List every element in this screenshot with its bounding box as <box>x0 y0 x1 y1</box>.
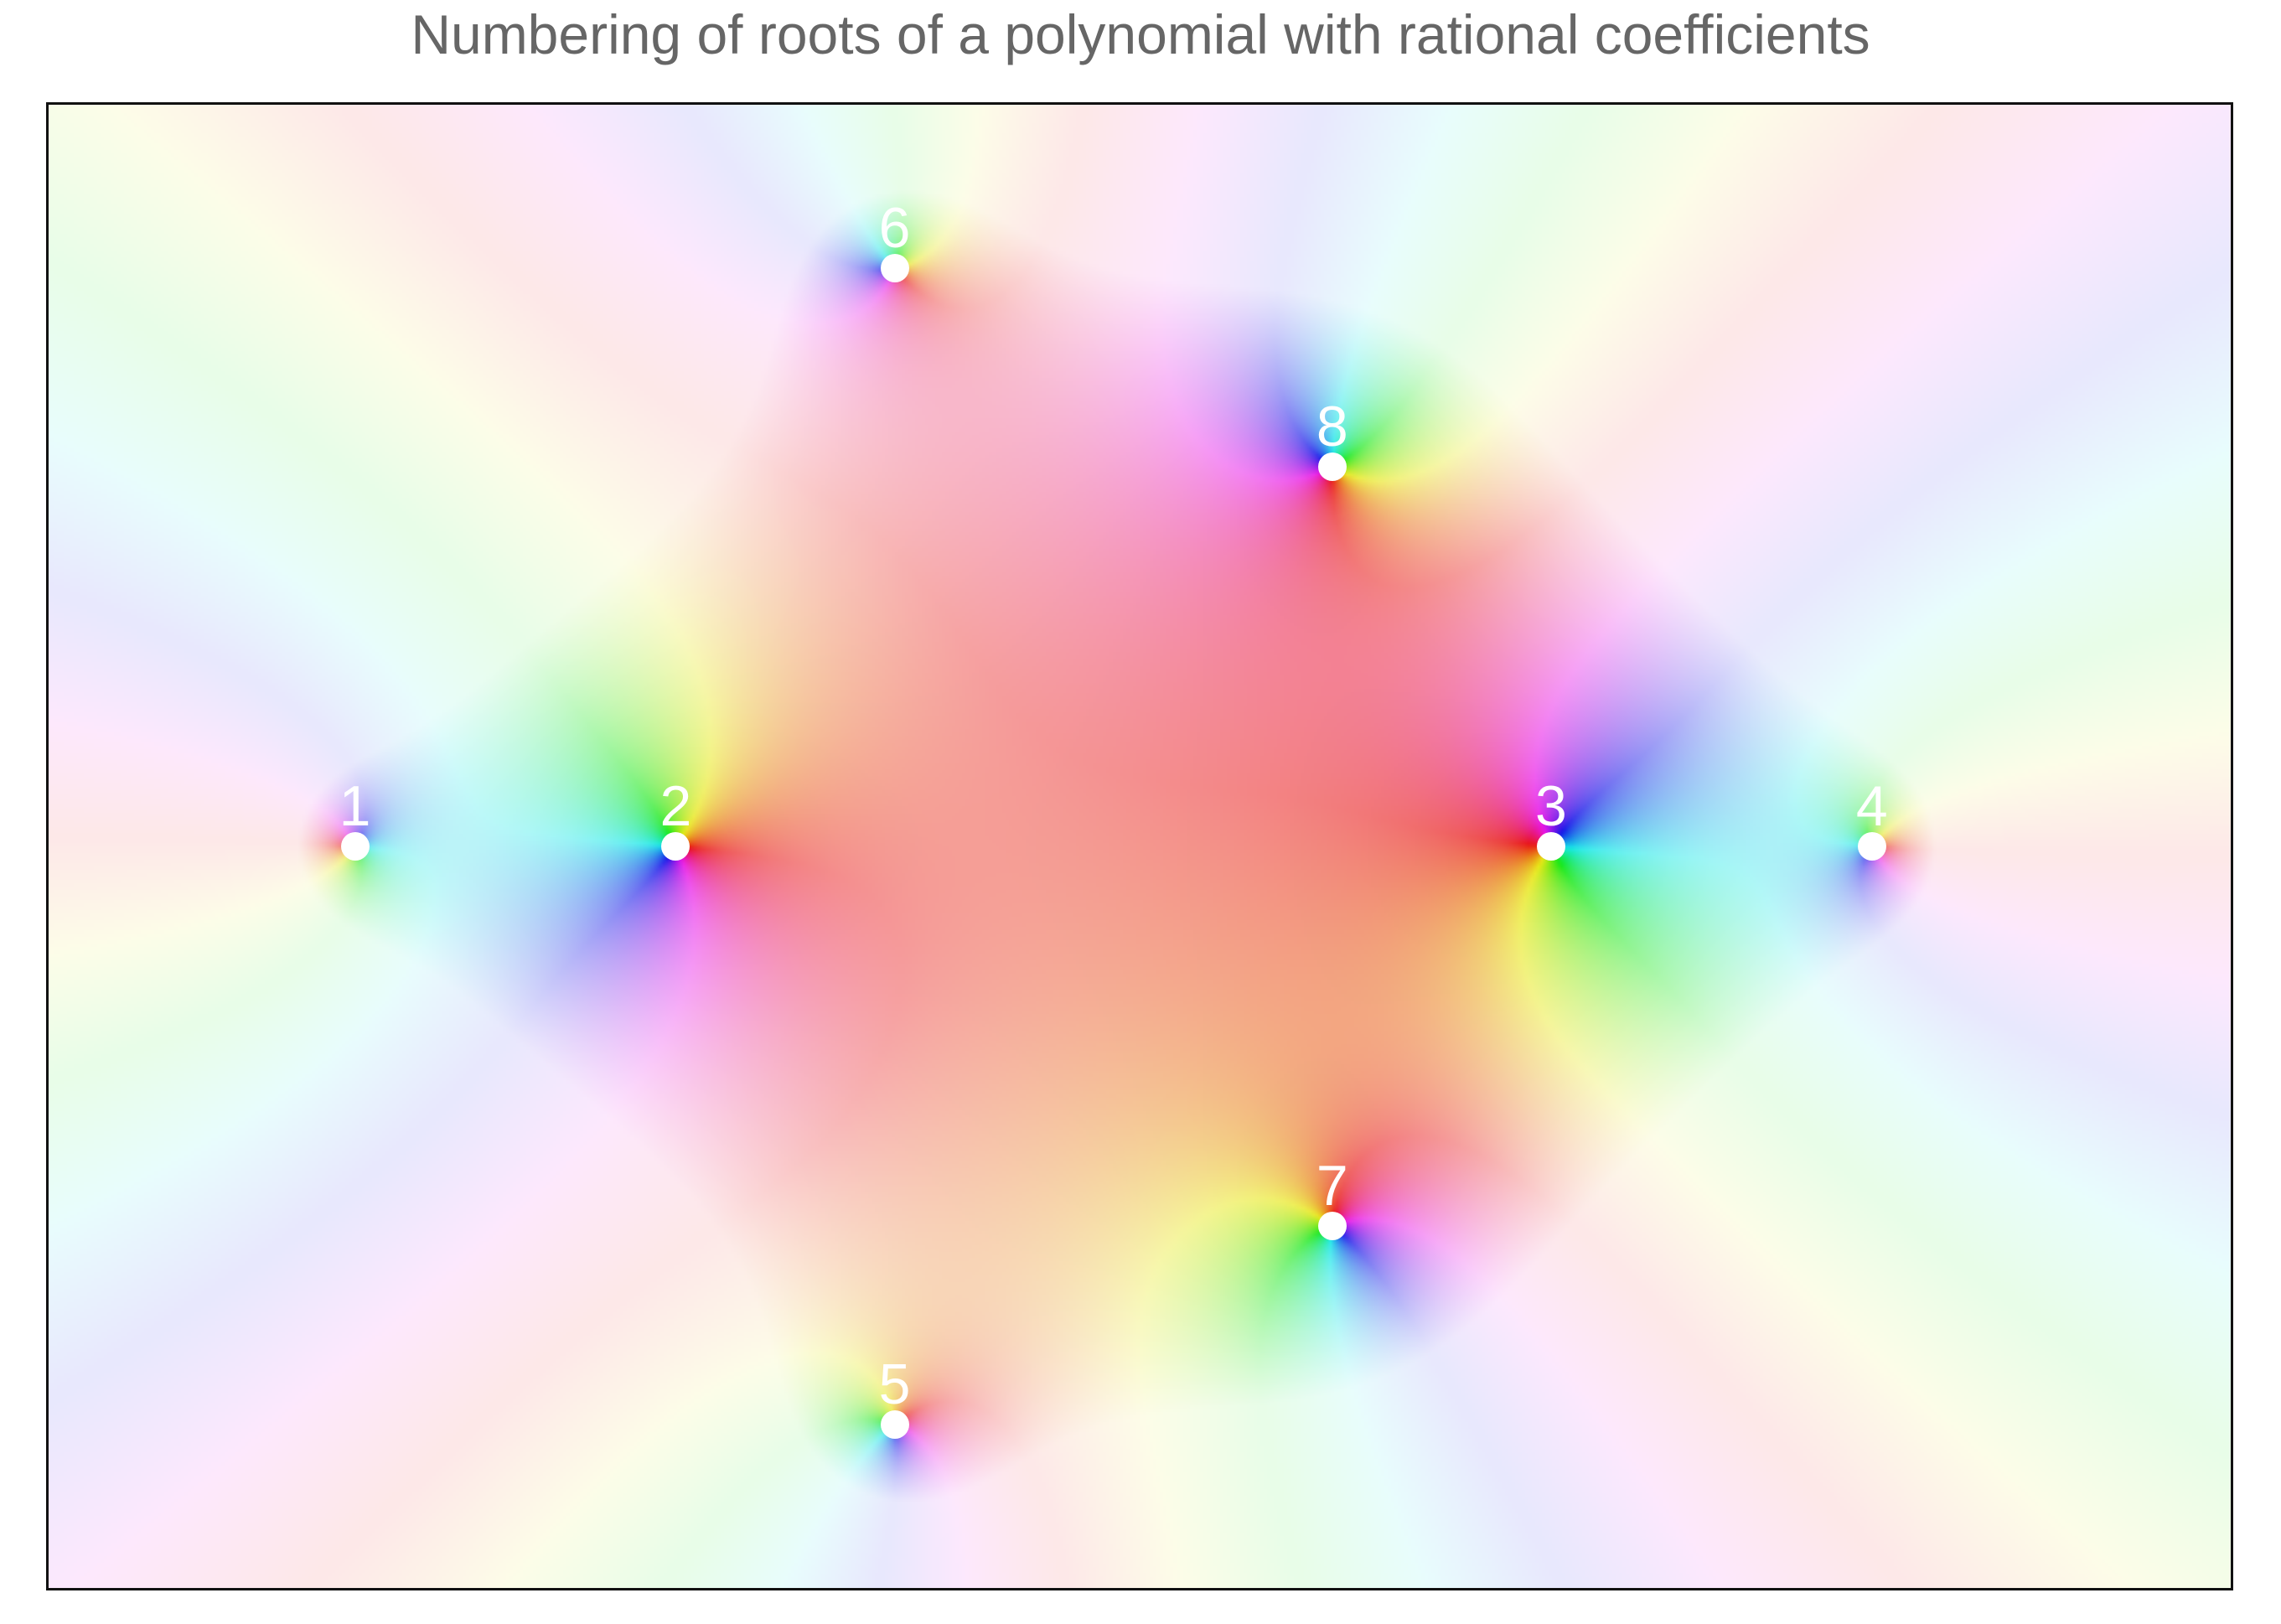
root-marker-5 <box>880 1409 909 1439</box>
root-marker-4 <box>1857 832 1886 861</box>
root-label-7: 7 <box>1316 1153 1348 1218</box>
plot-area: 1 2 3 4 5 6 7 8 <box>46 102 2233 1590</box>
root-label-1: 1 <box>339 774 371 838</box>
root-label-6: 6 <box>878 196 911 261</box>
root-label-5: 5 <box>878 1352 911 1416</box>
root-marker-7 <box>1317 1211 1347 1240</box>
root-marker-2 <box>661 832 691 861</box>
root-marker-6 <box>880 254 909 283</box>
root-label-4: 4 <box>1855 774 1888 838</box>
chart-title: Numbering of roots of a polynomial with … <box>411 3 1870 65</box>
root-marker-1 <box>340 832 370 861</box>
domain-coloring-image <box>49 105 2231 1588</box>
root-label-2: 2 <box>659 774 692 838</box>
root-marker-8 <box>1317 453 1347 482</box>
root-label-8: 8 <box>1316 395 1348 459</box>
root-marker-3 <box>1536 832 1565 861</box>
root-label-3: 3 <box>1534 774 1567 838</box>
